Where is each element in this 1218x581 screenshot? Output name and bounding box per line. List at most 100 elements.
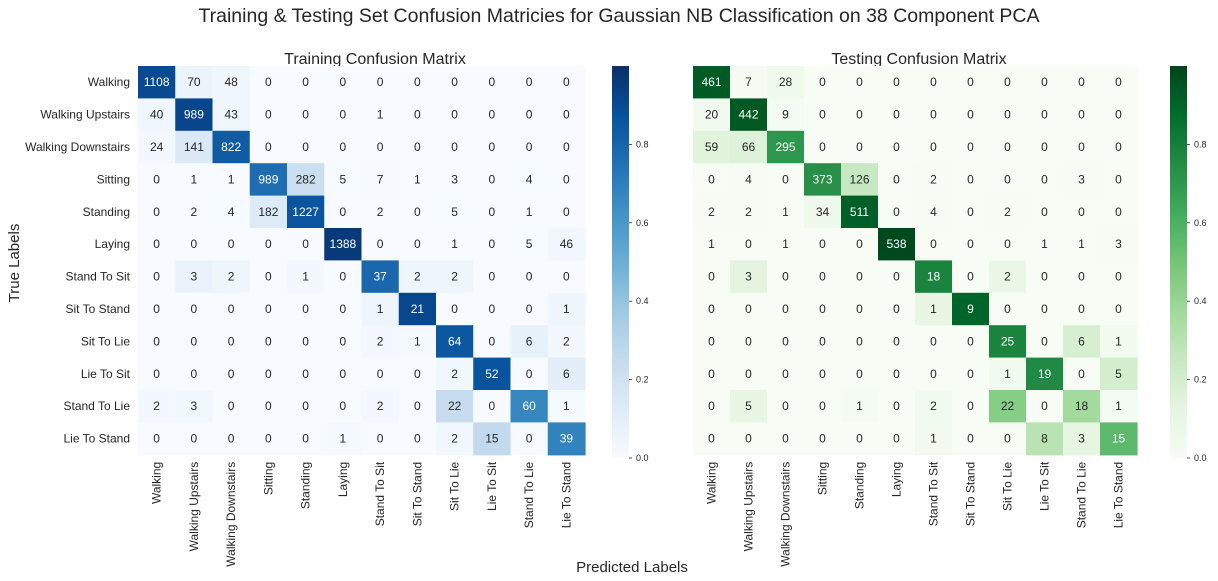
- testing-cell-value-r8-c0: 0: [708, 334, 715, 348]
- training-cell-r4-c11: [547, 195, 586, 229]
- training-cell-r10-c2: [212, 390, 251, 423]
- testing-cell-r4-c4: [841, 195, 879, 229]
- testing-cell-value-r7-c10: 0: [1078, 302, 1085, 316]
- testing-cell-value-r6-c10: 0: [1078, 270, 1085, 284]
- training-cell-r0-c0: [138, 66, 176, 99]
- training-cell-value-r0-c1: 70: [187, 75, 201, 89]
- training-cell-value-r8-c2: 0: [228, 334, 235, 348]
- training-cell-r8-c7: [398, 325, 437, 359]
- training-cell-value-r2-c7: 0: [414, 140, 421, 154]
- training-cell-r11-c6: [361, 422, 400, 456]
- testing-cell-value-r8-c5: 0: [893, 334, 900, 348]
- testing-cell-r1-c4: [841, 98, 879, 132]
- training-cell-value-r9-c11: 6: [563, 367, 570, 381]
- training-cell-value-r6-c7: 2: [414, 270, 421, 284]
- training-col-label-sitting: Sitting: [261, 462, 275, 495]
- training-cell-r5-c5: [324, 228, 363, 261]
- training-cell-r10-c4: [287, 390, 325, 423]
- testing-cell-r8-c4: [841, 325, 879, 359]
- testing-cell-r8-c1: [730, 325, 768, 359]
- testing-cell-r5-c11: [1100, 228, 1138, 261]
- testing-cell-value-r2-c2: 295: [775, 140, 795, 154]
- testing-cell-r9-c3: [804, 357, 842, 391]
- training-cell-r9-c7: [398, 357, 437, 391]
- testing-cell-value-r3-c6: 2: [930, 172, 937, 186]
- training-cell-value-r2-c8: 0: [451, 140, 458, 154]
- training-cell-r5-c8: [436, 228, 474, 261]
- testing-col-label-stand-to-lie: Stand To Lie: [1075, 461, 1089, 528]
- testing-cell-r6-c11: [1100, 260, 1138, 294]
- training-cell-r6-c0: [138, 260, 176, 294]
- training-cell-value-r0-c0: 1108: [144, 75, 170, 89]
- training-cell-r10-c1: [175, 390, 214, 423]
- training-col-label-walking: Walking: [150, 462, 164, 504]
- testing-cell-value-r2-c10: 0: [1078, 140, 1085, 154]
- testing-cell-value-r10-c2: 0: [782, 399, 789, 413]
- testing-cell-value-r1-c4: 0: [856, 108, 863, 122]
- testing-cell-r8-c11: [1100, 325, 1138, 359]
- training-cell-value-r7-c0: 0: [153, 302, 160, 316]
- testing-cell-r1-c0: [693, 98, 731, 132]
- training-cell-value-r5-c4: 0: [302, 237, 309, 251]
- training-cell-value-r5-c3: 0: [265, 237, 272, 251]
- testing-cell-r10-c1: [730, 390, 768, 423]
- testing-cell-r11-c8: [989, 422, 1027, 456]
- training-cell-r7-c0: [138, 292, 176, 326]
- testing-cell-r9-c11: [1100, 357, 1138, 391]
- training-cell-value-r1-c10: 0: [526, 108, 533, 122]
- testing-colorbar-tick-label: 0.2: [1194, 375, 1207, 385]
- testing-cell-r1-c1: [730, 98, 768, 132]
- training-cell-value-r10-c3: 0: [265, 399, 272, 413]
- testing-cell-r4-c2: [767, 195, 805, 229]
- testing-cell-value-r2-c9: 0: [1041, 140, 1048, 154]
- training-cell-value-r4-c10: 1: [526, 205, 533, 219]
- training-cell-r7-c1: [175, 292, 214, 326]
- training-cell-r5-c7: [398, 228, 437, 261]
- training-cell-r2-c4: [287, 130, 325, 164]
- training-cell-r11-c7: [398, 422, 437, 456]
- training-cell-r6-c5: [324, 260, 363, 294]
- training-cell-r10-c5: [324, 390, 363, 423]
- training-cell-r3-c2: [212, 163, 251, 197]
- training-cell-value-r7-c11: 1: [563, 302, 570, 316]
- testing-cell-value-r0-c1: 7: [745, 75, 752, 89]
- training-col-label-sit-to-stand: Sit To Stand: [410, 462, 424, 527]
- training-row-label-walking-upstairs: Walking Upstairs: [40, 108, 130, 122]
- testing-colorbar-tick-label: 0.8: [1194, 139, 1207, 149]
- training-cell-value-r8-c0: 0: [153, 334, 160, 348]
- training-colorbar-tick-label: 0.8: [636, 139, 649, 149]
- testing-cell-r9-c2: [767, 357, 805, 391]
- training-cell-r3-c6: [361, 163, 400, 197]
- testing-cell-r7-c4: [841, 292, 879, 326]
- training-cell-value-r10-c4: 0: [302, 399, 309, 413]
- testing-cell-value-r1-c1: 442: [738, 108, 758, 122]
- training-cell-r2-c0: [138, 130, 176, 164]
- testing-cell-r7-c1: [730, 292, 768, 326]
- training-cell-value-r2-c5: 0: [340, 140, 347, 154]
- testing-cell-r4-c6: [915, 195, 953, 229]
- testing-cell-value-r8-c1: 0: [745, 334, 752, 348]
- training-cell-value-r3-c9: 0: [489, 172, 496, 186]
- testing-cell-value-r3-c7: 0: [967, 172, 974, 186]
- training-cell-r10-c7: [398, 390, 437, 423]
- training-cell-value-r6-c5: 0: [340, 270, 347, 284]
- testing-cell-r4-c9: [1026, 195, 1064, 229]
- training-cell-value-r2-c1: 141: [184, 140, 204, 154]
- testing-cell-r8-c6: [915, 325, 953, 359]
- testing-colorbar-tick-label: 0.0: [1194, 453, 1207, 463]
- testing-cell-value-r7-c6: 1: [930, 302, 937, 316]
- testing-cell-value-r5-c2: 1: [782, 237, 789, 251]
- training-cell-r11-c10: [510, 422, 549, 456]
- testing-cell-value-r2-c0: 59: [705, 140, 719, 154]
- testing-cell-value-r0-c0: 461: [701, 75, 721, 89]
- testing-cell-r6-c5: [878, 260, 916, 294]
- testing-cell-value-r11-c10: 3: [1078, 432, 1085, 446]
- training-cell-r3-c4: [287, 163, 325, 197]
- training-cell-r0-c11: [547, 66, 586, 99]
- testing-cell-r5-c6: [915, 228, 953, 261]
- testing-cell-r11-c7: [952, 422, 990, 456]
- testing-cell-r1-c9: [1026, 98, 1064, 132]
- testing-cell-value-r11-c8: 0: [1004, 432, 1011, 446]
- training-cell-value-r9-c9: 52: [485, 367, 499, 381]
- testing-cell-value-r0-c9: 0: [1041, 75, 1048, 89]
